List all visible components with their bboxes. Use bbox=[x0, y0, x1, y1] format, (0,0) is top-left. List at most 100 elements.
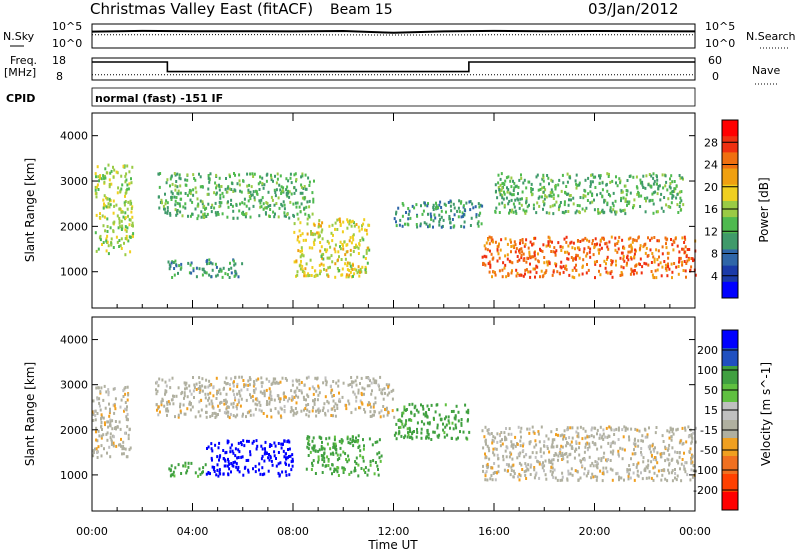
range-cell bbox=[265, 206, 268, 210]
range-cell bbox=[217, 391, 219, 394]
colorbar-tick-label: 15 bbox=[704, 404, 718, 417]
range-cell bbox=[311, 266, 314, 269]
range-cell bbox=[670, 458, 673, 462]
range-cell bbox=[613, 441, 616, 445]
range-cell bbox=[432, 203, 435, 207]
range-cell bbox=[279, 174, 282, 178]
range-cell bbox=[385, 408, 388, 412]
range-cell bbox=[317, 458, 320, 462]
range-cell bbox=[605, 183, 608, 187]
range-cell bbox=[359, 382, 361, 385]
range-cell bbox=[296, 379, 299, 383]
range-cell bbox=[392, 388, 395, 392]
range-cell bbox=[618, 235, 621, 239]
range-cell bbox=[681, 176, 684, 180]
range-cell bbox=[645, 476, 648, 480]
range-cell bbox=[690, 441, 693, 445]
range-cell bbox=[601, 195, 604, 199]
range-cell bbox=[124, 228, 127, 232]
range-cell bbox=[663, 451, 666, 455]
range-cell bbox=[369, 379, 371, 383]
colorbar-swatch bbox=[722, 184, 738, 202]
range-cell bbox=[636, 186, 639, 190]
range-cell bbox=[238, 391, 241, 395]
range-cell bbox=[286, 440, 289, 444]
range-cell bbox=[484, 425, 487, 429]
range-cell bbox=[409, 216, 412, 220]
range-cell bbox=[218, 176, 221, 180]
range-cell bbox=[298, 229, 301, 233]
colorbar-swatch bbox=[722, 402, 738, 421]
range-cell bbox=[518, 258, 521, 262]
range-cell bbox=[112, 435, 115, 439]
range-cell bbox=[603, 259, 606, 263]
range-cell bbox=[322, 252, 325, 256]
range-cell bbox=[312, 436, 315, 440]
range-cell bbox=[255, 439, 258, 443]
range-cell bbox=[107, 388, 110, 392]
colorbar-tick-label: -200 bbox=[693, 484, 718, 497]
range-cell bbox=[297, 249, 300, 253]
range-cell bbox=[576, 254, 579, 258]
range-cell bbox=[220, 201, 223, 205]
range-cell bbox=[602, 432, 605, 436]
range-cell bbox=[248, 207, 251, 211]
range-cell bbox=[655, 248, 658, 252]
range-cell bbox=[453, 206, 456, 210]
range-cell bbox=[249, 197, 252, 201]
range-cell bbox=[370, 414, 373, 418]
range-cell bbox=[540, 269, 543, 273]
range-cell bbox=[352, 444, 355, 448]
range-cell bbox=[92, 419, 95, 422]
range-cell bbox=[166, 211, 169, 215]
range-cell bbox=[317, 393, 320, 397]
range-cell bbox=[633, 269, 636, 272]
range-cell bbox=[621, 428, 624, 432]
range-cell bbox=[305, 205, 308, 209]
range-cell bbox=[215, 186, 218, 190]
range-cell bbox=[583, 472, 586, 476]
range-cell bbox=[605, 466, 608, 470]
range-cell bbox=[497, 464, 500, 468]
range-cell bbox=[282, 442, 284, 446]
range-cell bbox=[578, 256, 581, 260]
range-cell bbox=[517, 475, 520, 479]
range-cell bbox=[347, 399, 350, 403]
range-cell bbox=[670, 238, 672, 241]
colorbar-swatch bbox=[722, 456, 738, 475]
range-cell bbox=[252, 204, 255, 208]
range-cell bbox=[657, 263, 660, 267]
range-cell bbox=[650, 476, 653, 480]
range-cell bbox=[549, 205, 552, 209]
range-cell bbox=[273, 398, 276, 402]
range-cell bbox=[319, 234, 321, 238]
range-cell bbox=[668, 463, 671, 467]
range-cell bbox=[177, 413, 180, 417]
range-cell bbox=[386, 393, 389, 397]
range-cell bbox=[672, 194, 675, 198]
range-cell bbox=[177, 386, 180, 390]
range-cell bbox=[174, 208, 177, 212]
range-cell bbox=[648, 447, 651, 451]
range-cell bbox=[352, 439, 355, 443]
nsky-top-tick: 10^5 bbox=[52, 20, 82, 33]
range-cell bbox=[467, 418, 469, 422]
range-cell bbox=[106, 420, 109, 424]
range-cell bbox=[226, 464, 229, 468]
range-cell bbox=[357, 463, 360, 467]
range-cell bbox=[214, 181, 217, 185]
range-cell bbox=[523, 258, 526, 262]
range-cell bbox=[548, 244, 551, 248]
range-cell bbox=[591, 194, 594, 197]
range-cell bbox=[290, 406, 293, 410]
range-cell bbox=[531, 425, 534, 429]
range-cell bbox=[532, 207, 535, 211]
range-cell bbox=[199, 387, 202, 391]
range-cell bbox=[122, 389, 125, 393]
range-cell bbox=[676, 244, 679, 248]
range-cell bbox=[491, 466, 494, 470]
range-cell bbox=[398, 430, 401, 434]
range-cell bbox=[489, 477, 492, 481]
range-cell bbox=[647, 463, 650, 467]
range-cell bbox=[554, 452, 557, 455]
